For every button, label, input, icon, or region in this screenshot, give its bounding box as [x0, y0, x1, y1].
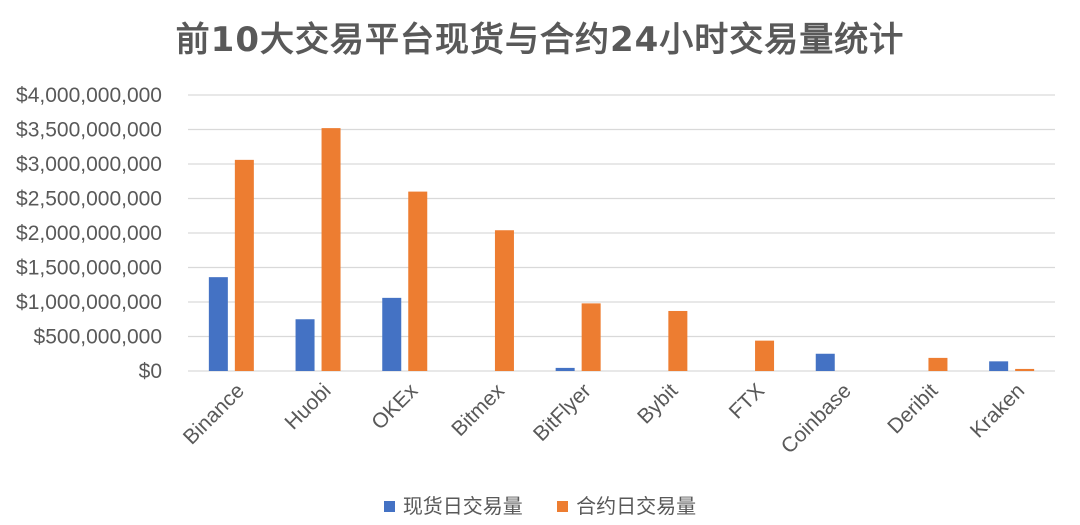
- legend-swatch-futures: [557, 501, 569, 512]
- y-tick-label: $500,000,000: [34, 326, 162, 349]
- bar-futures-huobi: [321, 128, 341, 371]
- x-tick-label-bitflyer: BitFlyer: [529, 379, 596, 446]
- x-tick-label-coinbase: Coinbase: [777, 379, 856, 458]
- x-tick-label-huobi: Huobi: [281, 379, 336, 434]
- bar-spot-bitflyer: [555, 367, 575, 371]
- bar-futures-bitmex: [494, 230, 514, 371]
- x-tick-label-kraken: Kraken: [966, 379, 1029, 442]
- legend: 现货日交易量 合约日交易量: [0, 490, 1080, 519]
- y-tick-label: $2,000,000,000: [16, 222, 162, 245]
- bar-spot-huobi: [295, 319, 315, 371]
- y-tick-label: $3,000,000,000: [16, 153, 162, 176]
- bar-spot-kraken: [989, 361, 1009, 371]
- legend-label-spot: 现货日交易量: [402, 494, 523, 518]
- x-tick-label-bitmex: Bitmex: [447, 379, 509, 441]
- y-axis: $0 $500,000,000 $1,000,000,000 $1,500,000,0…: [16, 84, 162, 383]
- y-tick-label: $1,000,000,000: [16, 291, 162, 314]
- x-tick-label-ftx: FTX: [725, 379, 769, 423]
- gridlines: [188, 94, 1055, 372]
- y-tick-label: $3,500,000,000: [16, 119, 162, 142]
- bar-spot-binance: [208, 277, 228, 371]
- x-axis: Binance Huobi OKEx Bitmex BitFlyer Bybit FTX Co…: [179, 379, 1029, 458]
- y-tick-label: $1,500,000,000: [16, 257, 162, 280]
- bar-spot-coinbase: [815, 353, 835, 371]
- bar-futures-bitflyer: [581, 303, 601, 371]
- y-tick-label: $4,000,000,000: [16, 84, 162, 107]
- x-tick-label-bybit: Bybit: [633, 379, 682, 428]
- y-tick-label: $2,500,000,000: [16, 188, 162, 211]
- bar-futures-deribit: [928, 357, 948, 371]
- bar-futures-bybit: [668, 310, 688, 371]
- x-tick-label-binance: Binance: [179, 379, 249, 449]
- legend-item-futures: 合约日交易量: [557, 490, 696, 519]
- bars: [208, 128, 1035, 371]
- bar-futures-kraken: [1015, 368, 1035, 371]
- bar-futures-okex: [408, 191, 428, 371]
- bar-spot-okex: [382, 297, 402, 371]
- chart-title: 前10大交易平台现货与合约24小时交易量统计: [175, 20, 905, 60]
- x-tick-label-deribit: Deribit: [883, 379, 942, 438]
- bar-futures-ftx: [755, 340, 775, 371]
- x-tick-label-okex: OKEx: [367, 379, 422, 434]
- bar-futures-binance: [234, 159, 254, 371]
- legend-swatch-spot: [383, 501, 395, 512]
- legend-item-spot: 现货日交易量: [383, 490, 523, 519]
- y-tick-label: $0: [139, 360, 162, 383]
- legend-label-futures: 合约日交易量: [576, 494, 697, 518]
